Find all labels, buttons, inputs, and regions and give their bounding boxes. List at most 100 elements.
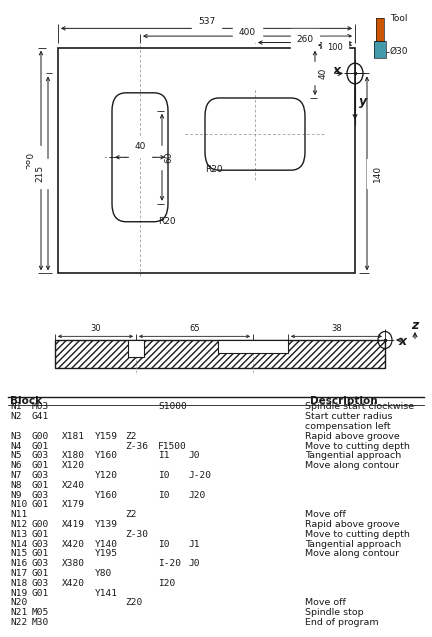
Text: G03: G03 — [32, 452, 49, 461]
Text: Block: Block — [10, 396, 42, 406]
Text: 65: 65 — [189, 324, 200, 333]
Text: compensation left: compensation left — [305, 422, 391, 431]
Text: Z-30: Z-30 — [125, 530, 148, 539]
Text: Tangential approach: Tangential approach — [305, 540, 401, 548]
Bar — [376, 18, 384, 41]
Text: Move off: Move off — [305, 510, 346, 519]
Text: Ø30: Ø30 — [390, 47, 409, 56]
Text: y: y — [359, 96, 367, 108]
Text: Z-36: Z-36 — [125, 441, 148, 450]
Text: N17: N17 — [10, 569, 27, 578]
Text: N3: N3 — [10, 432, 22, 441]
Text: Y159: Y159 — [95, 432, 118, 441]
Text: X419: X419 — [62, 520, 85, 529]
Text: Z2: Z2 — [125, 510, 137, 519]
Text: N18: N18 — [10, 579, 27, 588]
Text: 140: 140 — [372, 165, 381, 182]
Text: 40: 40 — [318, 67, 327, 78]
Text: Start cutter radius: Start cutter radius — [305, 412, 393, 421]
Text: G41: G41 — [32, 412, 49, 421]
Text: Move to cutting depth: Move to cutting depth — [305, 441, 410, 450]
Text: J0: J0 — [188, 559, 200, 568]
Text: 40: 40 — [134, 143, 146, 152]
Text: Z2: Z2 — [125, 432, 137, 441]
Bar — [128, 340, 144, 357]
Text: I0: I0 — [158, 490, 169, 499]
Text: G03: G03 — [32, 540, 49, 548]
Text: Y139: Y139 — [95, 520, 118, 529]
Text: 30: 30 — [90, 324, 101, 333]
Text: X420: X420 — [62, 540, 85, 548]
Text: N5: N5 — [10, 452, 22, 461]
Text: G01: G01 — [32, 481, 49, 490]
Text: G03: G03 — [32, 490, 49, 499]
Text: Y120: Y120 — [95, 471, 118, 480]
Text: End of program: End of program — [305, 618, 378, 627]
Text: G00: G00 — [32, 520, 49, 529]
Text: Spindle start clockwise: Spindle start clockwise — [305, 403, 414, 412]
Text: N11: N11 — [10, 510, 27, 519]
Text: 215: 215 — [35, 165, 44, 182]
Text: R20: R20 — [205, 165, 222, 174]
Text: G01: G01 — [32, 501, 49, 510]
Text: N8: N8 — [10, 481, 22, 490]
Text: G01: G01 — [32, 530, 49, 539]
Text: Spindle stop: Spindle stop — [305, 608, 364, 617]
Text: Y141: Y141 — [95, 589, 118, 598]
Text: 38: 38 — [331, 324, 342, 333]
Text: X179: X179 — [62, 501, 85, 510]
Text: G01: G01 — [32, 441, 49, 450]
Bar — [218, 340, 288, 354]
Text: x: x — [399, 334, 407, 348]
Text: R20: R20 — [158, 217, 176, 225]
Text: Move to cutting depth: Move to cutting depth — [305, 530, 410, 539]
Text: 260: 260 — [296, 35, 314, 44]
Text: J0: J0 — [188, 452, 200, 461]
Bar — [58, 48, 355, 273]
Text: N7: N7 — [10, 471, 22, 480]
Bar — [374, 41, 386, 58]
Text: Move along contour: Move along contour — [305, 550, 399, 559]
Text: N4: N4 — [10, 441, 22, 450]
Text: N6: N6 — [10, 461, 22, 470]
Text: M03: M03 — [32, 403, 49, 412]
Text: Move off: Move off — [305, 599, 346, 608]
Text: Y140: Y140 — [95, 540, 118, 548]
Text: Y80: Y80 — [95, 569, 112, 578]
Text: Y195: Y195 — [95, 550, 118, 559]
Text: G01: G01 — [32, 550, 49, 559]
Text: 60: 60 — [165, 152, 174, 163]
Text: J-20: J-20 — [188, 471, 211, 480]
Text: Y160: Y160 — [95, 452, 118, 461]
Text: N21: N21 — [10, 608, 27, 617]
Text: M05: M05 — [32, 608, 49, 617]
Text: J20: J20 — [188, 490, 205, 499]
Text: N2: N2 — [10, 412, 22, 421]
Text: J1: J1 — [188, 540, 200, 548]
Text: 537: 537 — [198, 17, 215, 26]
Text: M30: M30 — [32, 618, 49, 627]
Text: X180: X180 — [62, 452, 85, 461]
Text: 400: 400 — [239, 28, 256, 37]
Text: G03: G03 — [32, 559, 49, 568]
Text: N15: N15 — [10, 550, 27, 559]
Text: X380: X380 — [62, 559, 85, 568]
Bar — [376, 18, 384, 41]
Text: I-20: I-20 — [158, 559, 181, 568]
Text: N9: N9 — [10, 490, 22, 499]
Text: Move along contour: Move along contour — [305, 461, 399, 470]
Text: N19: N19 — [10, 589, 27, 598]
Text: N10: N10 — [10, 501, 27, 510]
Text: Z20: Z20 — [125, 599, 142, 608]
Text: G03: G03 — [32, 471, 49, 480]
Text: x: x — [333, 64, 341, 78]
Text: F1500: F1500 — [158, 441, 187, 450]
Text: X420: X420 — [62, 579, 85, 588]
Text: G01: G01 — [32, 589, 49, 598]
Text: N1: N1 — [10, 403, 22, 412]
Text: I1: I1 — [158, 452, 169, 461]
Text: Y160: Y160 — [95, 490, 118, 499]
Text: Tool: Tool — [390, 13, 407, 22]
Text: I0: I0 — [158, 540, 169, 548]
Text: N12: N12 — [10, 520, 27, 529]
